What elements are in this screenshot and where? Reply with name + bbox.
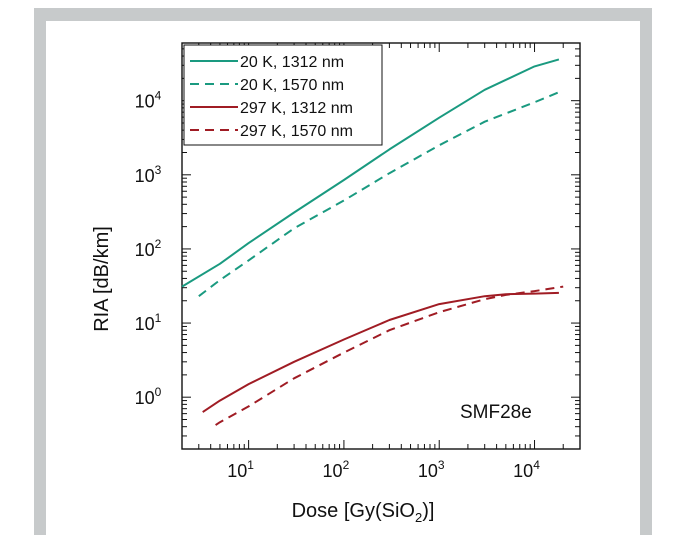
series-line-3 [202,291,559,413]
chart-canvas: 101 102 103 104 100 101 102 103 104 20 K, 1312 n… [46,21,640,535]
x-tick-label: 101 [227,458,254,481]
y-axis-label: RIA [dB/km] [91,226,113,332]
y-tick-label: 103 [135,163,162,186]
series-line-2 [198,91,560,297]
x-tick-label: 102 [323,458,350,481]
annotation-label: SMF28e [460,402,532,423]
series-line-4 [215,285,564,426]
legend: 20 K, 1312 nm 20 K, 1570 nm 297 K, 1312 nm… [183,44,383,146]
axes-layer: 101 102 103 104 100 101 102 103 104 [135,42,581,481]
x-tick-label: 104 [513,458,540,481]
legend-label: 297 K, 1570 nm [240,123,353,140]
x-axis-label: Dose [Gy(SiO2)] [292,500,435,525]
y-tick-label: 104 [135,89,162,112]
y-tick-label: 101 [135,311,162,334]
legend-label: 297 K, 1312 nm [240,100,353,117]
y-tick-label: 102 [135,237,162,260]
x-axis-label-tail: )] [422,500,434,522]
x-tick-label: 103 [418,458,445,481]
plot-frame [181,42,581,450]
ria-chart: 101 102 103 104 100 101 102 103 104 20 K, 1312 n… [91,42,581,525]
legend-label: 20 K, 1570 nm [240,77,344,94]
x-axis-label-main: Dose [Gy(SiO [292,500,415,522]
x-axis-label-sub: 2 [415,510,422,525]
series-line-1 [181,58,560,288]
y-tick-label: 100 [135,385,162,408]
legend-label: 20 K, 1312 nm [240,54,344,71]
series-layer [181,58,564,426]
